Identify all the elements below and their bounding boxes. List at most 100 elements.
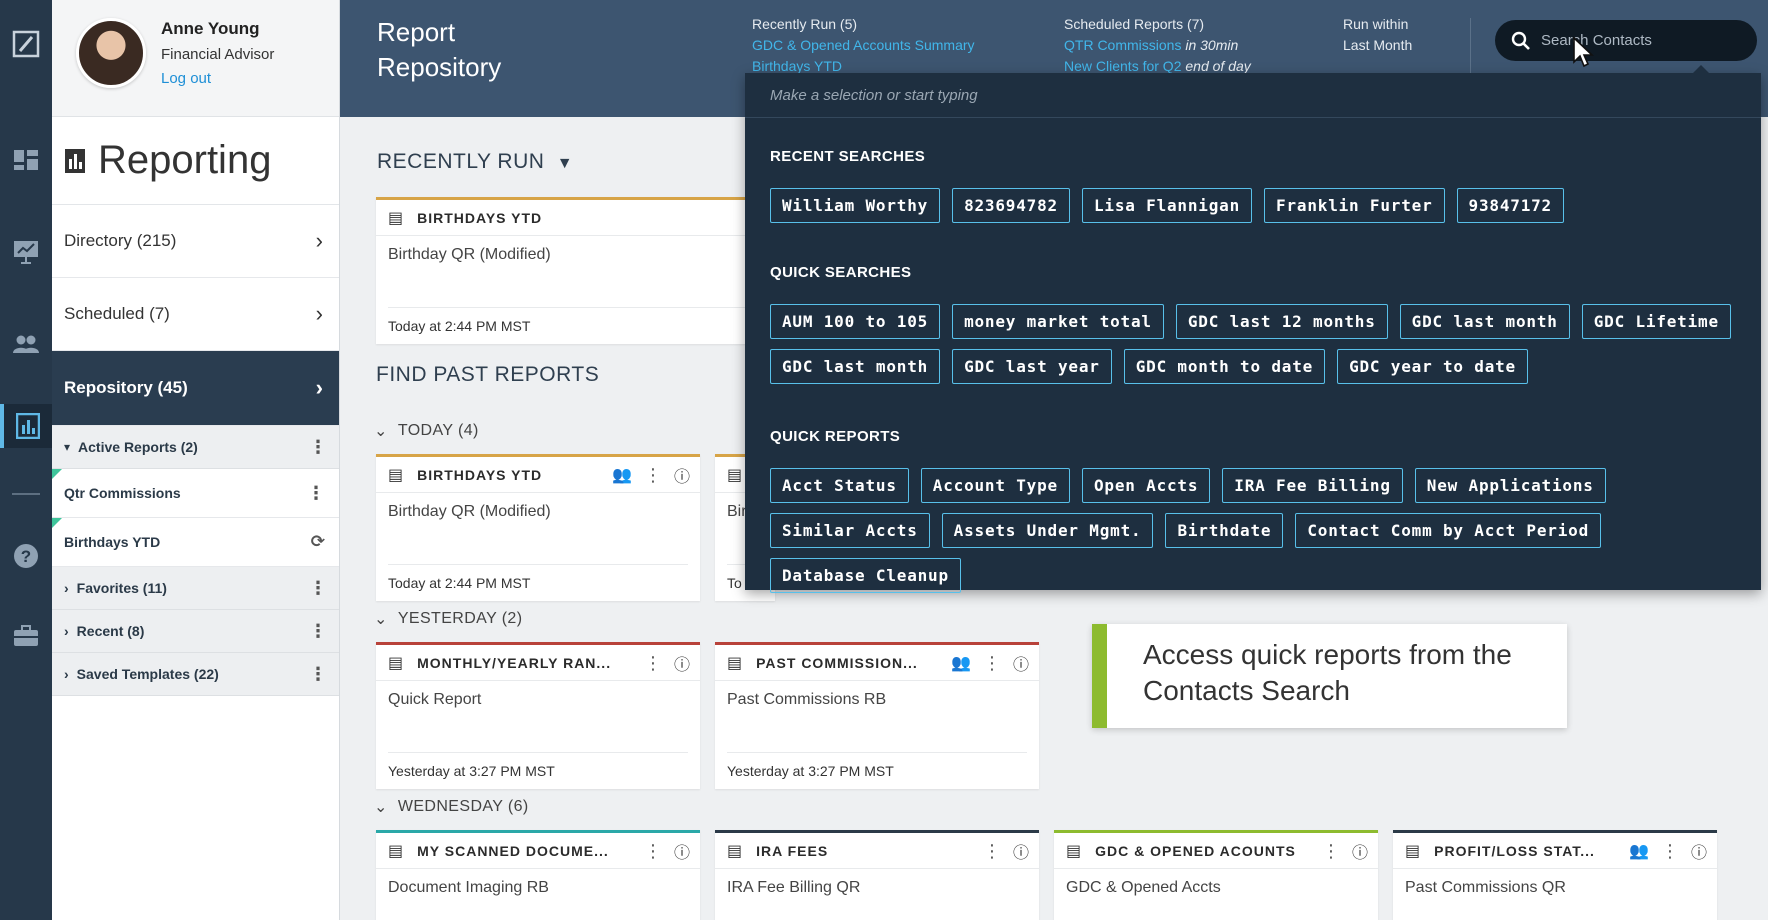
presentation-chart-icon[interactable] [0, 230, 52, 274]
report-card[interactable]: ▤ MONTHLY/YEARLY RAN... ⋮ ⓘ Quick Report… [376, 642, 700, 789]
report-card[interactable]: ▤ IRA FEES ⋮ ⓘ IRA Fee Billing QR [715, 830, 1039, 920]
quick-report-chip[interactable]: New Applications [1414, 468, 1606, 503]
quick-search-chip[interactable]: GDC last month [770, 349, 941, 384]
quick-report-chip[interactable]: Similar Accts [770, 513, 930, 548]
report-card[interactable]: ▤ MY SCANNED DOCUME... ⋮ ⓘ Document Imag… [376, 830, 700, 920]
recent-search-chip[interactable]: 823694782 [952, 188, 1070, 223]
report-card[interactable]: ▤ BIRTHDAYS YTD 👥 ⋮ ⓘ Birthday QR (Modif… [376, 454, 700, 601]
info-icon[interactable]: ⓘ [1351, 844, 1368, 862]
quick-report-chip[interactable]: Birthdate [1165, 513, 1284, 548]
recent-search-chip[interactable]: 93847172 [1456, 188, 1564, 223]
recent-search-chip[interactable]: William Worthy [770, 188, 941, 223]
reporting-icon[interactable] [0, 404, 52, 448]
nav-directory[interactable]: Directory (215) › [52, 205, 339, 278]
quick-search-chip[interactable]: GDC year to date [1337, 349, 1528, 384]
more-options-icon[interactable]: ⋮ [309, 621, 327, 641]
search-input[interactable] [1541, 32, 1741, 49]
more-options-icon[interactable]: ⋮ [1660, 840, 1679, 861]
card-title: MY SCANNED DOCUME... [417, 842, 609, 859]
chevron-right-icon: › [315, 228, 323, 253]
info-icon[interactable]: ⓘ [673, 468, 690, 486]
card-title: BIRTHDAYS YTD [417, 209, 543, 226]
recent-search-chip[interactable]: Franklin Furter [1264, 188, 1445, 223]
card-subtitle: GDC & Opened Accts [1066, 879, 1221, 896]
contacts-icon[interactable] [0, 322, 52, 366]
dashboard-icon[interactable] [0, 138, 52, 182]
favorites-group[interactable]: › Favorites (11) ⋮ [52, 567, 339, 610]
recently-run-label: Recently Run (5) [752, 16, 858, 32]
group-wednesday[interactable]: ⌄ WEDNESDAY (6) [374, 797, 529, 817]
quick-search-chip[interactable]: AUM 100 to 105 [770, 304, 941, 339]
more-options-icon[interactable]: ⋮ [1321, 840, 1340, 861]
quick-search-chip[interactable]: GDC last 12 months [1175, 304, 1388, 339]
scheduled-link[interactable]: QTR Commissions [1064, 37, 1182, 53]
quick-search-chip[interactable]: GDC Lifetime [1581, 304, 1731, 339]
report-card[interactable]: ▤ PROFIT/LOSS STAT... 👥 ⋮ ⓘ Past Commiss… [1393, 830, 1717, 920]
sidebar: Anne Young Financial Advisor Log out Rep… [52, 0, 340, 920]
tip-callout: Access quick reports from the Contacts S… [1092, 624, 1567, 728]
quick-search-chip[interactable]: GDC last year [952, 349, 1112, 384]
dropdown-filter-input[interactable] [770, 86, 1370, 104]
more-options-icon[interactable]: ⋮ [309, 578, 327, 598]
info-icon[interactable]: ⓘ [1012, 656, 1029, 674]
more-options-icon[interactable]: ⋮ [982, 652, 1001, 673]
recent-search-chip[interactable]: Lisa Flannigan [1081, 188, 1253, 223]
refresh-icon[interactable]: ⟳ [310, 532, 325, 551]
nav-label: Repository (45) [64, 378, 188, 397]
list-item-birthdays-ytd[interactable]: Birthdays YTD ⟳ [52, 518, 339, 567]
saved-templates-group[interactable]: › Saved Templates (22) ⋮ [52, 653, 339, 696]
app-logo-icon[interactable] [0, 22, 52, 66]
quick-search-chip[interactable]: money market total [952, 304, 1164, 339]
user-profile: Anne Young Financial Advisor Log out [52, 0, 339, 117]
card-subtitle: Birthday QR (Modified) [388, 503, 551, 520]
more-options-icon[interactable]: ⋮ [643, 652, 662, 673]
recent-group[interactable]: › Recent (8) ⋮ [52, 610, 339, 653]
find-past-heading: FIND PAST REPORTS [376, 363, 600, 386]
dropdown-input-row[interactable] [745, 73, 1761, 118]
recently-run-link[interactable]: GDC & Opened Accounts Summary [752, 37, 975, 53]
info-icon[interactable]: ⓘ [673, 844, 690, 862]
contacts-search[interactable] [1495, 20, 1757, 61]
nav-label: Scheduled (7) [64, 304, 170, 323]
report-card[interactable]: ▤ GDC & OPENED ACOUNTS ⋮ ⓘ GDC & Opened … [1054, 830, 1378, 920]
quick-report-chip[interactable]: Acct Status [770, 468, 909, 503]
quick-report-chip[interactable]: Assets Under Mgmt. [941, 513, 1154, 548]
report-card[interactable]: ▤ BIRTHDAYS YTD 👥 Birthday QR (Modified)… [376, 197, 788, 344]
quick-report-chip[interactable]: Contact Comm by Acct Period [1295, 513, 1602, 548]
svg-text:?: ? [21, 547, 31, 566]
more-options-icon[interactable]: ⋮ [643, 840, 662, 861]
scheduled-link[interactable]: New Clients for Q2 [1064, 58, 1182, 74]
document-icon: ▤ [388, 842, 404, 860]
recently-run-heading[interactable]: RECENTLY RUN ▼ [377, 150, 573, 174]
group-label: Favorites (11) [76, 580, 167, 596]
document-icon: ▤ [727, 842, 743, 860]
quick-search-chip[interactable]: GDC month to date [1123, 349, 1326, 384]
caret-down-icon: ▼ [556, 155, 574, 172]
quick-report-chip[interactable]: Database Cleanup [770, 558, 961, 593]
more-options-icon[interactable]: ⋮ [643, 464, 662, 485]
quick-report-chip[interactable]: Account Type [920, 468, 1070, 503]
info-icon[interactable]: ⓘ [1012, 844, 1029, 862]
more-options-icon[interactable]: ⋮ [309, 437, 327, 457]
help-icon[interactable]: ? [0, 534, 52, 578]
mouse-cursor-icon [1573, 36, 1594, 68]
recently-run-link[interactable]: Birthdays YTD [752, 58, 842, 74]
quick-search-chip[interactable]: GDC last month [1399, 304, 1570, 339]
report-card[interactable]: ▤ PAST COMMISSION... 👥 ⋮ ⓘ Past Commissi… [715, 642, 1039, 789]
list-item-qtr-commissions[interactable]: Qtr Commissions ⋮ [52, 469, 339, 518]
document-icon: ▤ [388, 466, 404, 484]
info-icon[interactable]: ⓘ [1690, 844, 1707, 862]
logout-link[interactable]: Log out [161, 70, 212, 87]
more-options-icon[interactable]: ⋮ [309, 664, 327, 684]
briefcase-icon[interactable] [0, 614, 52, 658]
quick-report-chip[interactable]: Open Accts [1081, 468, 1211, 503]
group-today[interactable]: ⌄ TODAY (4) [374, 421, 479, 441]
nav-scheduled[interactable]: Scheduled (7) › [52, 278, 339, 351]
info-icon[interactable]: ⓘ [673, 656, 690, 674]
quick-report-chip[interactable]: IRA Fee Billing [1222, 468, 1403, 503]
more-options-icon[interactable]: ⋮ [982, 840, 1001, 861]
active-reports-group[interactable]: ▾ Active Reports (2) ⋮ [52, 426, 339, 469]
group-yesterday[interactable]: ⌄ YESTERDAY (2) [374, 609, 522, 629]
more-options-icon[interactable]: ⋮ [307, 483, 325, 503]
nav-repository[interactable]: Repository (45) › [52, 351, 339, 426]
